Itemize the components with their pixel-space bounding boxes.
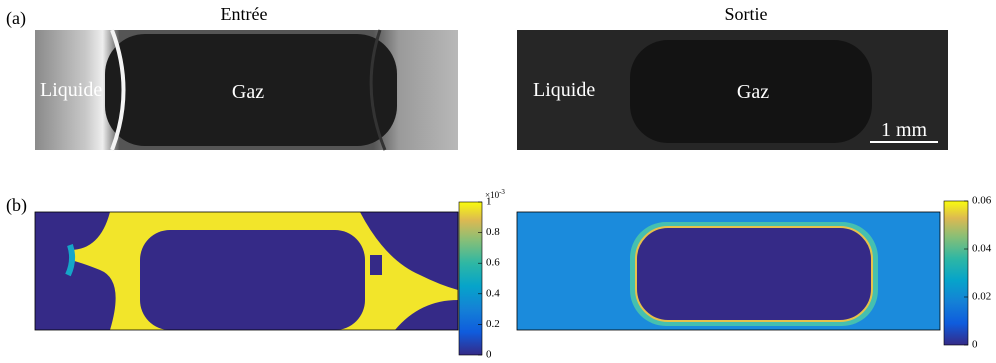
panel-label: (b) — [6, 195, 27, 216]
colorbar-tick-label: 0.8 — [486, 226, 500, 238]
image — [516, 211, 941, 331]
liquid-label: Liquide — [40, 79, 102, 101]
image — [34, 211, 459, 331]
colorbar-tick-label: 0.04 — [972, 243, 992, 255]
image-title: Sortie — [725, 4, 768, 24]
scale-bar-label: 1 mm — [881, 119, 928, 141]
colorbar-tick-label: 0 — [972, 339, 978, 351]
colorbar-tick-label: 0.6 — [486, 257, 500, 269]
colorbar-tick-label: 0.4 — [486, 287, 500, 299]
panel-label: (a) — [6, 8, 26, 29]
colorbar-tick-label: 0.2 — [486, 318, 500, 330]
gas-label: Gaz — [232, 81, 264, 103]
colorbar-tick-label: 0.06 — [972, 195, 992, 207]
colorbar — [943, 200, 969, 346]
colorbar-multiplier: ×10-3 — [485, 188, 505, 200]
image — [35, 29, 458, 151]
liquid-label: Liquide — [533, 79, 595, 101]
colorbar-tick-label: 1 — [486, 196, 492, 208]
colorbar — [458, 201, 483, 356]
image — [517, 30, 948, 150]
colorbar-tick-label: 0 — [486, 349, 492, 361]
gas-label: Gaz — [737, 81, 769, 103]
colorbar-tick-label: 0.02 — [972, 291, 991, 303]
image-title: Entrée — [221, 4, 268, 24]
